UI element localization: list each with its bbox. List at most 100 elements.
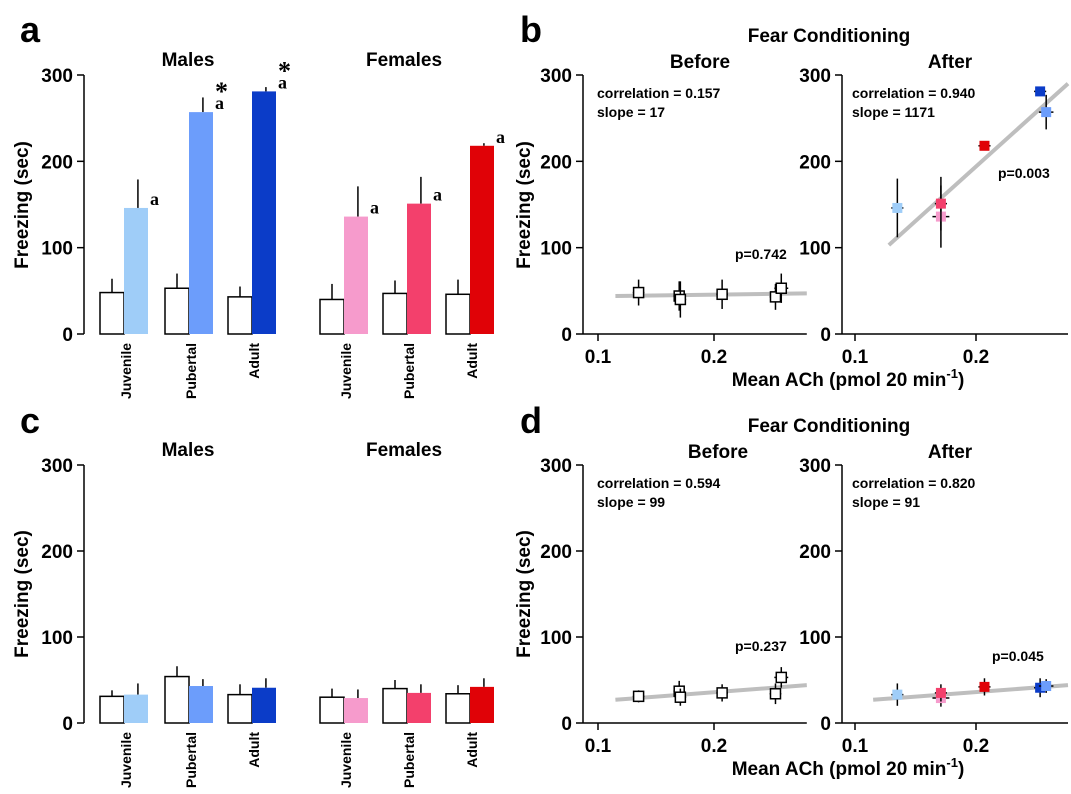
category-label: Adult (464, 343, 480, 379)
panel-c-bar-chart: c 0 100 200 300 Freezing (sec) Males Juvenile Pu… (12, 400, 494, 788)
significance-label: a (150, 189, 159, 209)
p-value: p=0.742 (735, 246, 787, 262)
bar (99, 695, 125, 724)
y-axis-label: Freezing (sec) (12, 530, 33, 658)
stats-text: slope = 17 (597, 104, 665, 120)
data-point (1035, 682, 1046, 693)
significance-label: a (370, 198, 379, 218)
subplot-title: Before (670, 52, 730, 73)
bar (382, 292, 408, 335)
bar (252, 91, 276, 334)
panel-label: a (20, 9, 41, 50)
y-tick-label: 0 (561, 325, 572, 346)
category-label: Juvenile (338, 732, 354, 788)
y-tick-label: 0 (62, 714, 73, 735)
y-tick-label: 200 (799, 542, 831, 563)
panel-d-scatter-chart: d Fear Conditioning Freezing (sec) 0 100 200 3… (514, 400, 1069, 780)
x-tick-label: 0.2 (963, 736, 989, 757)
y-axis-label: Freezing (sec) (514, 530, 535, 658)
chart-title: Fear Conditioning (748, 416, 911, 437)
x-tick-label: 0.1 (842, 736, 869, 757)
stats-text: correlation = 0.940 (852, 85, 976, 101)
significance-star: * (215, 77, 228, 106)
bar (344, 698, 368, 723)
group-title: Females (366, 440, 442, 461)
panel-a-bar-chart: a 0 100 200 300 Freezing (sec) Males a Juvenile a… (12, 9, 505, 399)
bar (164, 287, 190, 335)
group-title: Males (162, 50, 215, 71)
y-tick-label: 0 (820, 714, 831, 735)
y-tick-label: 200 (41, 542, 73, 563)
bar (99, 291, 125, 335)
data-point (769, 688, 782, 700)
bar (319, 298, 345, 335)
data-point (1041, 107, 1052, 118)
stats-text: correlation = 0.820 (852, 475, 976, 491)
y-tick-label: 200 (799, 152, 831, 173)
bar (189, 112, 213, 334)
category-label: Adult (464, 732, 480, 768)
data-point (716, 687, 728, 699)
y-axis-label: Freezing (sec) (12, 141, 33, 269)
panel-label: d (520, 400, 542, 441)
y-tick-label: 100 (799, 628, 831, 649)
stats-text: correlation = 0.594 (597, 475, 721, 491)
p-value: p=0.003 (998, 165, 1050, 181)
subplot-title: Before (688, 442, 748, 463)
x-tick-label: 0.2 (701, 736, 727, 757)
category-label: Adult (246, 732, 262, 768)
x-tick-label: 0.2 (701, 347, 727, 368)
stats-text: slope = 1171 (852, 104, 935, 120)
y-tick-label: 100 (41, 239, 73, 260)
category-label: Pubertal (183, 732, 199, 788)
category-label: Juvenile (118, 343, 134, 399)
data-point (979, 681, 990, 692)
stats-text: slope = 99 (597, 494, 665, 510)
y-tick-label: 300 (799, 456, 831, 477)
y-tick-label: 100 (41, 628, 73, 649)
bar (407, 203, 431, 334)
significance-label: a (215, 93, 224, 113)
y-axis-label: Freezing (sec) (514, 141, 535, 269)
x-tick-label: 0.1 (585, 347, 612, 368)
bar (344, 216, 368, 334)
y-tick-label: 100 (540, 628, 572, 649)
data-point (716, 288, 728, 301)
category-label: Pubertal (401, 343, 417, 399)
chart-title: Fear Conditioning (748, 26, 911, 47)
bar (445, 293, 471, 335)
category-label: Pubertal (183, 343, 199, 399)
y-tick-label: 300 (41, 66, 73, 87)
stats-text: slope = 91 (852, 494, 920, 510)
data-point (979, 140, 990, 151)
data-point (674, 691, 687, 703)
y-tick-label: 0 (820, 325, 831, 346)
y-tick-label: 200 (540, 152, 572, 173)
group-title: Females (366, 50, 442, 71)
x-tick-label: 0.1 (585, 736, 612, 757)
data-point (769, 291, 782, 303)
bar (252, 687, 276, 723)
stats-text: correlation = 0.157 (597, 85, 721, 101)
category-label: Juvenile (118, 732, 134, 788)
x-tick-label: 0.1 (842, 347, 869, 368)
significance-label: a (496, 127, 505, 147)
significance-star: * (278, 56, 291, 85)
significance-label: a (433, 185, 442, 205)
p-value: p=0.045 (992, 648, 1044, 664)
subplot-title: After (928, 442, 973, 463)
y-tick-label: 200 (540, 542, 572, 563)
bar (227, 296, 253, 335)
panel-label: b (520, 9, 542, 50)
bar (445, 693, 471, 724)
y-tick-label: 300 (540, 456, 572, 477)
y-tick-label: 100 (799, 239, 831, 260)
bar (407, 692, 431, 723)
bar (124, 694, 148, 723)
y-tick-label: 0 (561, 714, 572, 735)
panel-label: c (20, 400, 40, 441)
data-point (935, 687, 946, 698)
bar (319, 696, 345, 724)
data-point (632, 286, 645, 299)
x-axis-label: Mean ACh (pmol 20 min-1) (732, 366, 965, 391)
